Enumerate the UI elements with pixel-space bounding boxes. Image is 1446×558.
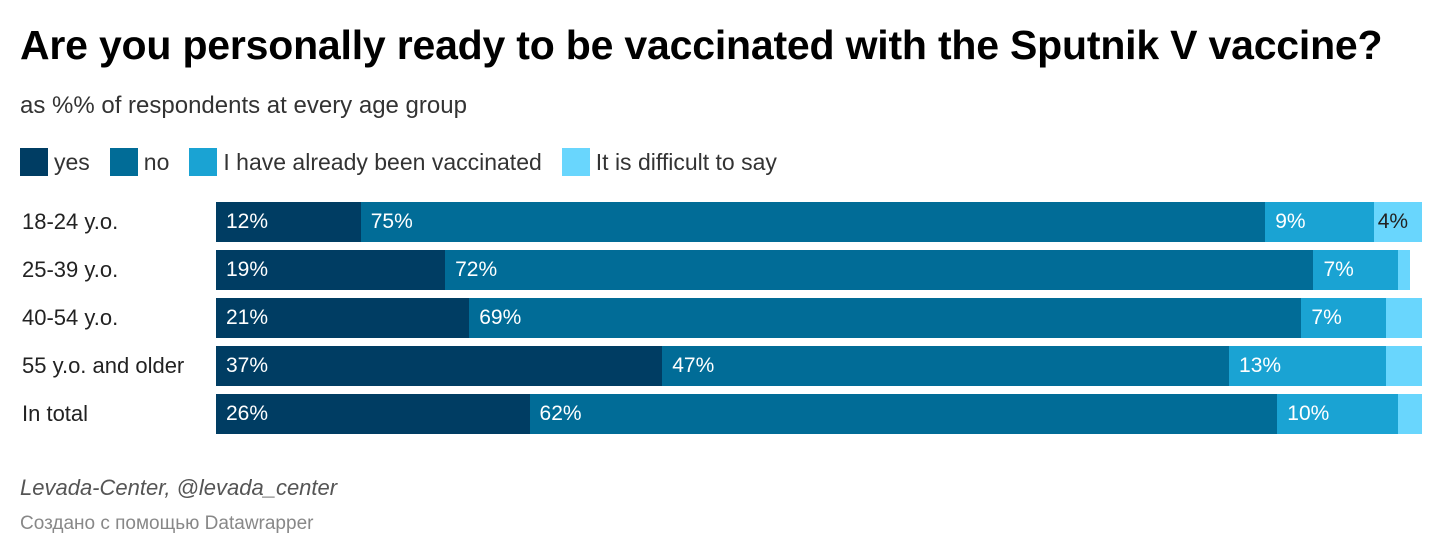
bar-segment: 13% (1229, 346, 1386, 386)
legend: yes no I have already been vaccinated It is… (20, 147, 797, 177)
data-label: 75% (370, 210, 413, 233)
data-label: 19% (226, 258, 269, 281)
legend-swatch (561, 148, 590, 176)
chart-title: Are you personally ready to be vaccinate… (20, 22, 1383, 68)
category-label: In total (22, 401, 89, 426)
bar-segment: 72% (445, 250, 1314, 290)
bar-segment: 4% (1373, 202, 1422, 242)
bar-segment: 26% (216, 394, 530, 434)
category-label: 40-54 y.o. (22, 305, 119, 330)
data-label: 12% (226, 210, 269, 233)
category-label: 55 y.o. and older (22, 353, 185, 378)
bar-segment: 7% (1301, 298, 1386, 338)
source-note: Levada-Center, @levada_center (20, 475, 338, 500)
legend-label: It is difficult to say (595, 148, 777, 175)
bar-segment: 37% (216, 346, 663, 386)
data-label: 47% (672, 354, 715, 377)
data-label: 10% (1287, 402, 1330, 425)
bar-segment: 21% (216, 298, 470, 338)
data-label: 21% (226, 306, 269, 329)
bar-segment: 69% (469, 298, 1302, 338)
data-label: 69% (479, 306, 522, 329)
data-label: 37% (226, 354, 269, 377)
legend-swatch (109, 148, 138, 176)
data-label: 4% (1377, 210, 1409, 233)
bar-segment: 62% (529, 394, 1278, 434)
bar-segment (1397, 250, 1410, 290)
legend-label: I have already been vaccinated (223, 148, 542, 175)
data-label: 26% (226, 402, 269, 425)
data-label: 7% (1311, 306, 1342, 329)
bar-segment: 75% (360, 202, 1266, 242)
data-label: 9% (1275, 210, 1306, 233)
bar-segment: 47% (662, 346, 1230, 386)
legend-item: no (109, 148, 170, 176)
legend-item: I have already been vaccinated (189, 148, 542, 176)
datawrapper-credit[interactable]: Создано с помощью Datawrapper (20, 513, 314, 534)
bar-segment: 7% (1313, 250, 1398, 290)
legend-item: yes (20, 148, 90, 176)
bar-segment (1385, 298, 1422, 338)
data-label: 13% (1239, 354, 1282, 377)
bar-segment (1385, 346, 1422, 386)
legend-swatch (20, 148, 48, 176)
chart-subtitle: as %% of respondents at every age group (20, 92, 467, 119)
legend-swatch (189, 148, 218, 176)
bar-segment (1397, 394, 1422, 434)
category-label: 25-39 y.o. (22, 257, 119, 282)
data-label: 7% (1323, 258, 1354, 281)
data-label: 62% (539, 402, 582, 425)
category-label: 18-24 y.o. (22, 209, 119, 234)
stacked-bar-chart: 18-24 y.o. 12% 75% 9% 4% 25-39 y.o. 19% 72% 7% 40… (0, 202, 1446, 442)
bar-segment: 9% (1265, 202, 1374, 242)
bar-segment: 10% (1277, 394, 1398, 434)
legend-item: It is difficult to say (561, 148, 777, 176)
legend-label: no (143, 148, 170, 175)
data-label: 72% (455, 258, 498, 281)
bar-segment: 12% (216, 202, 361, 242)
bar-segment: 19% (216, 250, 446, 290)
legend-label: yes (54, 148, 90, 175)
